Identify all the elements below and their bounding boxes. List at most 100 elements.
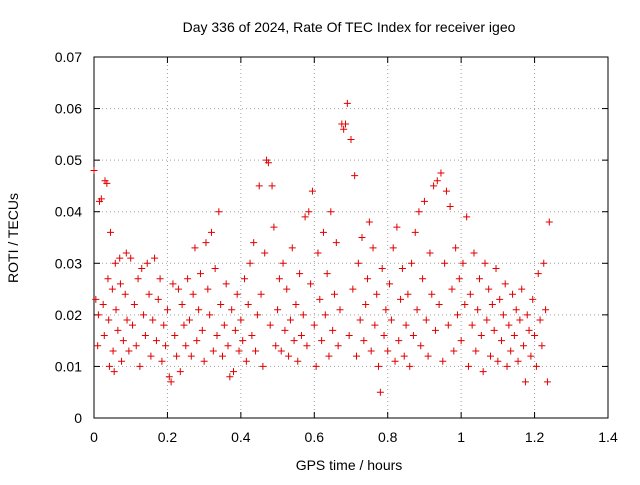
data-point <box>244 301 252 309</box>
data-point <box>202 239 210 247</box>
data-point <box>219 352 226 360</box>
data-point <box>103 179 111 187</box>
data-point <box>184 275 192 283</box>
data-point <box>196 270 204 278</box>
data-point <box>323 270 331 278</box>
data-point <box>134 275 142 283</box>
y-tick-label: 0.01 <box>55 358 82 374</box>
data-point <box>297 331 305 339</box>
data-point <box>439 357 447 365</box>
data-point <box>129 321 137 329</box>
data-point <box>160 321 168 329</box>
data-point <box>105 362 113 370</box>
data-point <box>406 362 414 370</box>
data-point <box>156 275 164 283</box>
data-point <box>450 347 458 355</box>
data-point <box>386 280 394 288</box>
data-point <box>336 306 344 314</box>
data-point <box>275 275 283 283</box>
data-point <box>206 311 214 319</box>
data-point <box>109 347 117 355</box>
data-point <box>351 172 359 180</box>
data-point <box>130 301 138 309</box>
data-point <box>523 311 531 319</box>
data-point <box>169 280 177 288</box>
data-point <box>220 321 228 329</box>
data-point <box>154 295 162 303</box>
data-point <box>464 362 472 370</box>
data-point <box>246 259 254 267</box>
data-point <box>294 357 302 365</box>
data-point <box>185 316 193 324</box>
data-point <box>307 280 315 288</box>
data-point <box>325 352 333 360</box>
data-point <box>288 244 296 252</box>
data-point <box>301 213 309 221</box>
data-point <box>178 301 186 309</box>
data-point <box>422 316 430 324</box>
data-point <box>536 316 544 324</box>
data-point <box>525 326 533 334</box>
data-point <box>360 337 368 345</box>
data-point <box>453 311 461 319</box>
data-point <box>279 259 287 267</box>
data-point <box>163 306 171 314</box>
data-point <box>505 321 513 329</box>
data-point <box>99 301 107 309</box>
data-point <box>389 244 397 252</box>
plot-frame <box>93 56 609 419</box>
data-point <box>468 321 476 329</box>
data-point <box>341 120 349 128</box>
data-point <box>138 264 146 272</box>
data-point <box>472 347 480 355</box>
data-point <box>149 316 157 324</box>
data-point <box>349 285 357 293</box>
data-point <box>521 378 529 386</box>
data-point <box>283 285 291 293</box>
data-point <box>213 331 221 339</box>
data-point <box>540 259 548 267</box>
data-point <box>543 378 551 386</box>
data-point <box>105 316 113 324</box>
data-point <box>277 347 285 355</box>
data-point <box>121 290 129 298</box>
data-point <box>404 290 412 298</box>
x-tick-label: 1 <box>457 429 465 445</box>
data-point <box>215 208 223 216</box>
data-point <box>250 239 258 247</box>
data-point <box>264 159 272 167</box>
data-point <box>340 125 348 133</box>
data-point <box>285 352 293 360</box>
data-point <box>452 244 460 252</box>
data-point <box>354 259 362 267</box>
data-point <box>119 337 127 345</box>
data-point <box>308 187 316 195</box>
data-point <box>230 368 238 376</box>
data-point <box>369 244 377 252</box>
data-point <box>274 306 282 314</box>
data-point <box>347 136 355 144</box>
data-point <box>446 203 454 211</box>
data-point <box>545 218 553 226</box>
data-point <box>141 331 149 339</box>
data-point <box>235 347 243 355</box>
x-tick-label: 1.2 <box>525 429 545 445</box>
data-point <box>189 290 197 298</box>
data-point <box>430 182 438 190</box>
y-tick-label: 0.07 <box>55 49 82 65</box>
data-point <box>481 259 489 267</box>
data-point <box>402 321 410 329</box>
data-point <box>507 347 515 355</box>
data-point <box>479 368 487 376</box>
y-tick-label: 0.04 <box>55 204 82 220</box>
data-point <box>143 259 151 267</box>
chart-title: Day 336 of 2024, Rate Of TEC Index for r… <box>183 19 516 35</box>
data-point <box>112 306 120 314</box>
data-point <box>217 301 225 309</box>
data-point <box>382 306 390 314</box>
data-point <box>209 347 217 355</box>
data-point <box>457 337 465 345</box>
data-point <box>538 342 546 350</box>
data-point <box>140 311 148 319</box>
data-point <box>296 270 304 278</box>
